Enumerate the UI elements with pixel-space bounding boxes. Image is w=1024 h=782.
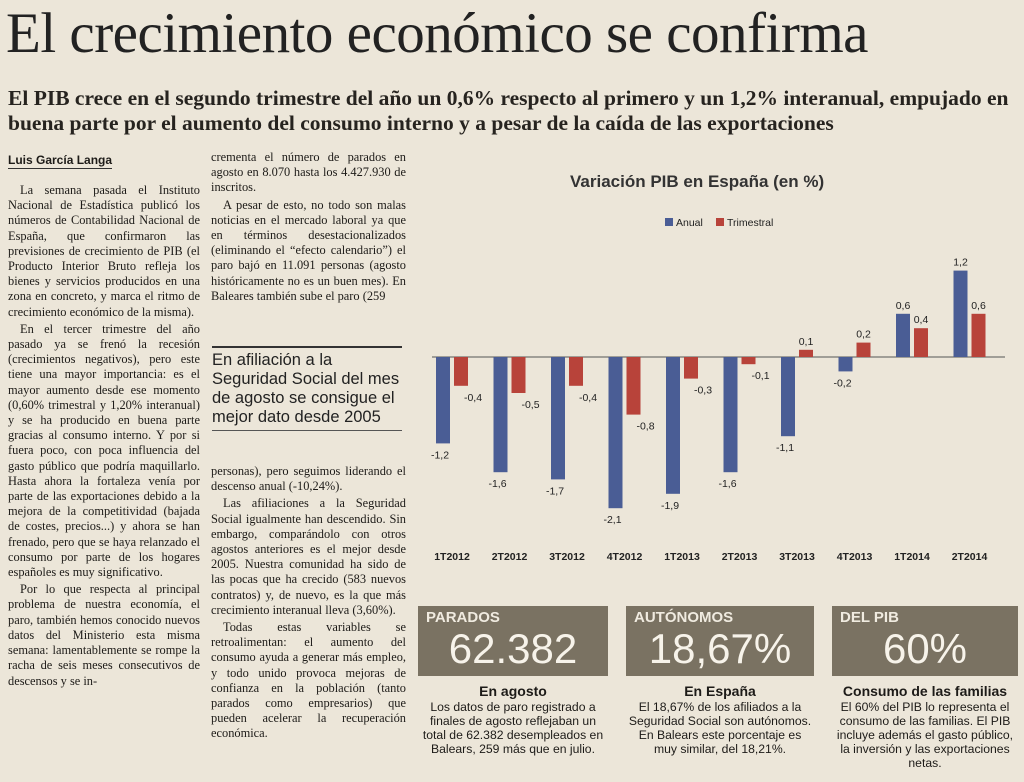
paragraph: personas), pero seguimos liderando el de… xyxy=(211,464,406,494)
bar-anual xyxy=(838,357,853,372)
data-label: -1,6 xyxy=(488,478,506,490)
data-label: -2,1 xyxy=(603,514,621,526)
bar-trimestral xyxy=(626,357,641,415)
data-label: 0,1 xyxy=(799,336,814,348)
byline: Luis García Langa xyxy=(8,153,113,169)
pull-quote-text: En afiliación a la Seguridad Social del … xyxy=(212,351,400,426)
bar-anual xyxy=(896,313,910,357)
stat-value: 18,67% xyxy=(648,625,792,672)
bar-anual xyxy=(436,357,450,444)
data-label: -0,1 xyxy=(751,370,769,382)
bar-trimestral xyxy=(856,342,871,357)
bar-trimestral xyxy=(454,357,468,386)
stat-description: El 18,67% de los afiliados a la Segurida… xyxy=(628,700,812,756)
paragraph: Las afiliaciones a la Seguridad Social i… xyxy=(211,496,406,617)
bar-trimestral xyxy=(914,328,928,357)
chart-title: Variación PIB en España (en %) xyxy=(570,172,825,191)
article-column-2-top: crementa el número de parados en agosto … xyxy=(211,150,406,306)
x-tick-label: 4T2012 xyxy=(607,551,643,563)
stat-autonomos: AUTÓNOMOS 18,67% En España El 18,67% de … xyxy=(626,606,814,756)
article-column-1: La semana pasada el Instituto Nacional d… xyxy=(8,183,200,691)
stat-heading: En España xyxy=(684,683,756,699)
bar-anual xyxy=(781,357,795,437)
data-label: 0,6 xyxy=(896,300,911,312)
x-tick-label: 1T2012 xyxy=(434,551,470,563)
data-label: -0,8 xyxy=(636,421,654,433)
x-tick-label: 1T2014 xyxy=(894,551,930,563)
divider xyxy=(212,430,402,431)
bar-trimestral xyxy=(684,357,698,379)
legend-swatch-trimestral xyxy=(716,218,724,226)
stat-label: AUTÓNOMOS xyxy=(634,609,734,626)
stat-pib: DEL PIB 60% Consumo de las familias El 6… xyxy=(832,606,1018,770)
stat-heading: En agosto xyxy=(479,683,547,699)
x-tick-label: 3T2013 xyxy=(779,551,815,563)
data-label: -0,2 xyxy=(833,377,851,389)
data-label: 0,6 xyxy=(971,300,986,312)
data-label: -1,9 xyxy=(661,500,679,512)
bar-trimestral xyxy=(569,357,583,386)
x-tick-label: 2T2012 xyxy=(492,551,528,563)
article-column-2-bottom: personas), pero seguimos liderando el de… xyxy=(211,464,406,744)
stat-value: 62.382 xyxy=(448,625,578,672)
data-label: -1,1 xyxy=(776,442,794,454)
data-label: -0,5 xyxy=(521,399,539,411)
pull-quote: En afiliación a la Seguridad Social del … xyxy=(212,346,402,431)
paragraph: crementa el número de parados en agosto … xyxy=(211,150,406,195)
stat-box: AUTÓNOMOS 18,67% xyxy=(626,606,814,676)
stat-label: PARADOS xyxy=(426,609,500,626)
stat-description: Los datos de paro registrado a finales d… xyxy=(422,700,604,756)
legend-label-anual: Anual xyxy=(676,217,703,229)
gdp-bar-chart: Anual Trimestral -1,2 -0,4 1T2012 -1,6 -0,5 2T2… xyxy=(431,217,1005,563)
data-label: -0,4 xyxy=(464,392,482,404)
data-label: -1,7 xyxy=(546,485,564,497)
data-label: -0,4 xyxy=(579,392,597,404)
data-label: -1,6 xyxy=(718,478,736,490)
data-label: 0,2 xyxy=(856,329,871,341)
stat-description: El 60% del PIB lo representa el consumo … xyxy=(836,700,1014,770)
data-label: -1,2 xyxy=(431,449,449,461)
x-tick-label: 2T2013 xyxy=(722,551,758,563)
deck: El PIB crece en el segundo trimestre del… xyxy=(8,86,1009,135)
paragraph: Todas estas variables se retroalimentan:… xyxy=(211,620,406,741)
bar-anual xyxy=(666,357,680,494)
stat-label: DEL PIB xyxy=(840,609,899,626)
legend-swatch-anual xyxy=(665,218,673,226)
data-label: 1,2 xyxy=(953,257,968,269)
stat-box: PARADOS 62.382 xyxy=(418,606,608,676)
stat-parados: PARADOS 62.382 En agosto Los datos de pa… xyxy=(418,606,608,756)
bar-trimestral xyxy=(741,357,756,365)
paragraph: A pesar de esto, no todo son malas notic… xyxy=(211,197,406,303)
paragraph: La semana pasada el Instituto Nacional d… xyxy=(8,183,200,319)
bar-anual xyxy=(723,357,738,473)
data-label: -0,3 xyxy=(694,385,712,397)
bar-trimestral xyxy=(511,357,526,393)
data-label: 0,4 xyxy=(914,314,929,326)
paragraph: Por lo que respecta al principal problem… xyxy=(8,582,200,688)
x-tick-label: 3T2012 xyxy=(549,551,585,563)
bar-trimestral xyxy=(799,349,813,357)
bar-trimestral xyxy=(971,313,986,357)
legend-label-trimestral: Trimestral xyxy=(727,217,773,229)
x-tick-label: 2T2014 xyxy=(952,551,988,563)
x-tick-label: 1T2013 xyxy=(664,551,700,563)
stat-box: DEL PIB 60% xyxy=(832,606,1018,676)
stat-value: 60% xyxy=(882,625,968,672)
bar-anual xyxy=(493,357,508,473)
bar-anual xyxy=(551,357,565,480)
stat-heading: Consumo de las familias xyxy=(842,683,1008,699)
bar-anual xyxy=(953,270,968,357)
paragraph: En el tercer trimestre del año pasado ya… xyxy=(8,321,200,580)
bar-anual xyxy=(608,357,623,509)
x-tick-label: 4T2013 xyxy=(837,551,873,563)
headline: El crecimiento económico se confirma xyxy=(6,2,868,65)
